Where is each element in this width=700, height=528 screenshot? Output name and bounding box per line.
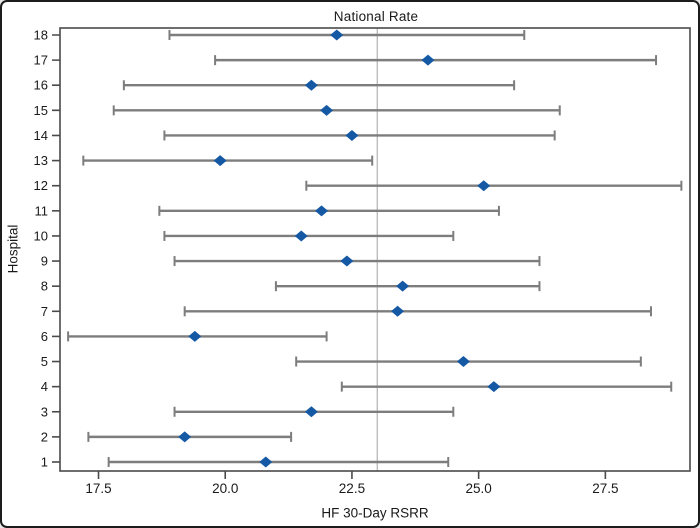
- estimate-diamond-marker: [396, 280, 410, 292]
- plot-frame: [59, 27, 691, 472]
- reference-line-label: National Rate: [333, 9, 419, 24]
- y-axis-tick-label: 12: [34, 178, 48, 193]
- estimate-diamond-marker: [320, 104, 334, 116]
- estimate-diamond-marker: [315, 205, 329, 217]
- y-axis-tick-label: 10: [34, 228, 48, 243]
- estimate-diamond-marker: [294, 230, 308, 242]
- estimate-diamond-marker: [178, 431, 192, 443]
- y-axis-tick-label: 7: [41, 304, 48, 319]
- estimate-diamond-marker: [213, 155, 227, 167]
- x-axis-tick-label: 25.0: [466, 481, 492, 496]
- estimate-diamond-marker: [391, 305, 405, 317]
- estimate-diamond-marker: [487, 381, 501, 393]
- y-axis-tick-label: 11: [35, 203, 49, 218]
- x-axis-title: HF 30-Day RSRR: [321, 505, 429, 521]
- y-axis-tick-label: 15: [34, 103, 48, 118]
- x-axis-tick-label: 17.5: [85, 481, 111, 496]
- y-axis-tick-label: 3: [41, 404, 48, 419]
- estimate-diamond-marker: [304, 79, 318, 91]
- estimate-diamond-marker: [330, 29, 344, 41]
- estimate-diamond-marker: [304, 406, 318, 418]
- x-axis-tick-label: 22.5: [339, 481, 365, 496]
- y-axis-tick-label: 5: [41, 354, 48, 369]
- y-axis-tick-label: 4: [41, 379, 48, 394]
- y-axis-tick-label: 14: [34, 128, 48, 143]
- x-axis-tick-label: 20.0: [212, 481, 238, 496]
- y-axis-tick-label: 1: [41, 455, 48, 470]
- estimate-diamond-marker: [188, 330, 202, 342]
- estimate-diamond-marker: [421, 54, 435, 66]
- estimate-diamond-marker: [340, 255, 354, 267]
- estimate-diamond-marker: [345, 129, 359, 141]
- estimate-diamond-marker: [456, 356, 470, 368]
- y-axis-tick-label: 18: [34, 28, 48, 43]
- y-axis-tick-label: 16: [34, 78, 48, 93]
- y-axis-tick-label: 9: [41, 254, 48, 269]
- y-axis-tick-label: 13: [34, 153, 48, 168]
- estimate-diamond-marker: [477, 180, 491, 192]
- y-axis-tick-label: 17: [34, 53, 48, 68]
- y-axis-tick-label: 2: [41, 429, 48, 444]
- y-axis-tick-label: 8: [41, 279, 48, 294]
- estimate-diamond-marker: [259, 456, 273, 468]
- y-axis-tick-label: 6: [41, 329, 48, 344]
- x-axis-tick-label: 27.5: [592, 481, 618, 496]
